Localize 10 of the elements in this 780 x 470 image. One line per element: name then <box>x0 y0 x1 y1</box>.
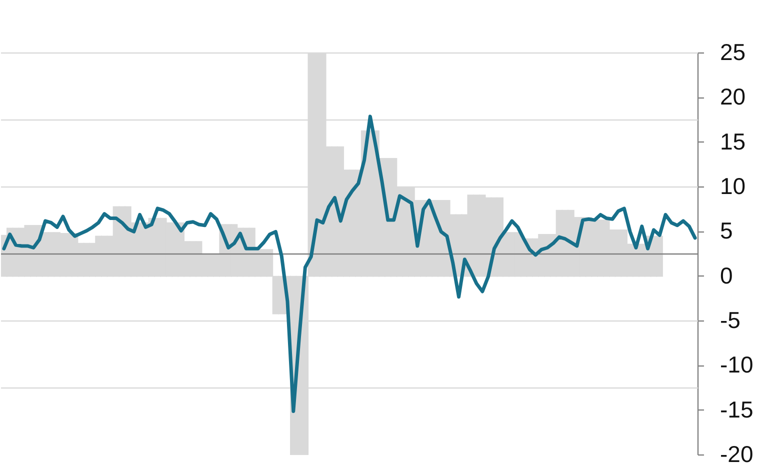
y-tick-label: -5 <box>720 307 740 333</box>
y-tick-label: 10 <box>720 173 746 199</box>
y-tick-label: -20 <box>720 441 754 467</box>
y-tick-label: 15 <box>720 128 746 154</box>
y-tick-label: -10 <box>720 352 754 378</box>
y-tick-label: 25 <box>720 39 746 65</box>
y-tick-label: 0 <box>720 262 733 288</box>
y-tick-label: 5 <box>720 218 733 244</box>
y-tick-label: 20 <box>720 84 746 110</box>
y-tick-label: -15 <box>720 396 754 422</box>
